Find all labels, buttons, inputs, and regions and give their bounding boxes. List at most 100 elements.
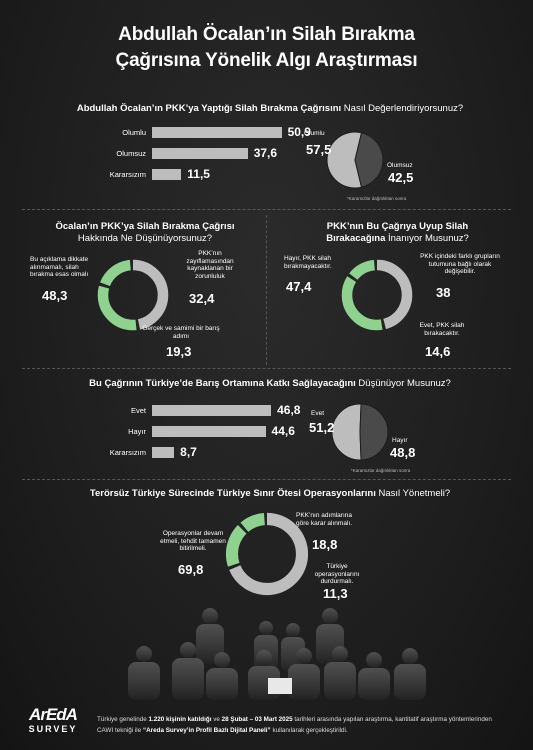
page-title: Abdullah Öcalan’ın Silah Bırakma Çağrısı… xyxy=(0,22,533,74)
q1-pie-label-a: Olumlu xyxy=(304,130,325,138)
q1-bar-2 xyxy=(152,169,182,180)
q1-bar-value-0: 50,9 xyxy=(287,125,311,139)
title-line-1: Abdullah Öcalan’ın Silah Bırakma xyxy=(118,24,415,45)
q4-bar-2 xyxy=(152,447,175,458)
divider-1 xyxy=(22,209,511,210)
q4-note: *Kararsızlar dağıtılıktan sonra xyxy=(351,468,411,473)
q2-value-c: 19,3 xyxy=(166,344,192,359)
politicians-photo xyxy=(128,608,426,700)
q4-bar-1 xyxy=(152,426,266,437)
q1-bar-0 xyxy=(152,127,282,138)
q5-value-b: 18,8 xyxy=(312,537,338,552)
footer-t2: ve xyxy=(211,716,222,723)
q4-pie-value-a: 51,2 xyxy=(309,420,335,435)
footer-t3: tarihleri arasında yapılan araştırma, ka… xyxy=(292,716,492,723)
divider-2 xyxy=(22,368,511,369)
q5-label-c: Türkiye operasyonlarını durdurmalı. xyxy=(314,563,360,585)
q3-label-c: Evet, PKK silah bırakacaktır. xyxy=(419,322,465,337)
divider-vertical xyxy=(266,215,267,365)
q5-donut-chart xyxy=(225,512,309,596)
q2-donut-segment-0 xyxy=(97,259,169,331)
footer-b3: “Areda Survey’in Profil Bazlı Dijital Pa… xyxy=(142,727,271,734)
q5-label-b: PKK’nın adımlarına göre karar alınmalı. xyxy=(295,512,352,527)
q2-label-a: Bu açıklama dikkate alınmamalı, silah bı… xyxy=(30,256,89,278)
footer-b2: 28 Şubat – 03 Mart 2025 xyxy=(221,716,293,723)
q4-pie-value-b: 48,8 xyxy=(390,445,416,460)
q3-title-line2-rest: İnanıyor Musunuz? xyxy=(385,233,469,244)
areda-survey-logo: ArEdA SURVEY xyxy=(18,706,88,735)
q1-bar-label-2: Kararsızım xyxy=(109,170,146,179)
q4-title-rest: Düşünüyor Musunuz? xyxy=(355,378,451,389)
q4-bar-value-2: 8,7 xyxy=(180,445,197,459)
q3-donut-chart xyxy=(341,259,413,331)
q5-label-a: Operasyonlar devam etmeli, tehdit tamame… xyxy=(160,530,226,552)
q4-pie-chart xyxy=(331,403,389,461)
q1-pie-cat-a: Olumlu xyxy=(304,130,325,137)
methodology-note: Türkiye genelinde 1.220 kişinin katıldığ… xyxy=(97,714,522,736)
footer-b1: 1.220 kişinin katıldığı xyxy=(148,716,212,723)
q1-bar-label-0: Olumlu xyxy=(122,128,146,137)
q1-pie-slice-1 xyxy=(354,132,384,188)
q4-bar-0 xyxy=(152,405,272,416)
q4-bar-value-1: 44,6 xyxy=(271,424,295,438)
q3-donut-segment-0 xyxy=(341,259,413,331)
q3-title-line2-bold: Bırakacağına xyxy=(326,233,386,244)
q2-value-a: 48,3 xyxy=(42,288,68,303)
q4-bar-value-0: 46,8 xyxy=(277,403,301,417)
q3-title-bold: PKK’nın Bu Çağrıya Uyup Silah xyxy=(326,221,469,232)
q3-value-c: 14,6 xyxy=(425,344,451,359)
q3-value-b: 38 xyxy=(436,285,451,300)
q5-title-rest: Nasıl Yönetmeli? xyxy=(375,488,451,499)
q5-donut-segment-0 xyxy=(225,512,309,596)
q5-value-c: 11,3 xyxy=(323,586,348,601)
q4-pie-label-b: Hayır xyxy=(392,437,408,445)
q2-title-bold: Öcalan’ın PKK’ya Silah Bırakma Çağrısı xyxy=(55,221,235,232)
q4-bar-label-2: Kararsızım xyxy=(109,448,146,457)
q3-donut-segment-1 xyxy=(341,259,413,331)
q4-pie-cat-b: Hayır xyxy=(392,437,408,444)
footer-t1: Türkiye genelinde xyxy=(97,716,149,723)
q4-pie-label-a: Evet xyxy=(311,410,324,418)
q5-value-a: 69,8 xyxy=(178,562,204,577)
q3-title: PKK’nın Bu Çağrıya Uyup Silah Bırakacağı… xyxy=(285,221,510,245)
q5-title-bold: Terörsüz Türkiye Sürecinde Türkiye Sınır… xyxy=(89,488,376,499)
divider-3 xyxy=(22,479,511,480)
q1-title-rest: Nasıl Değerlendiriyorsunuz? xyxy=(341,103,464,114)
q1-bar-value-2: 11,5 xyxy=(187,167,210,181)
logo-top: ArEdA xyxy=(29,705,78,724)
q4-bar-label-1: Hayır xyxy=(128,427,146,436)
q2-title-line2: Hakkında Ne Düşünüyorsunuz? xyxy=(77,233,213,244)
footer-t4: CAWI tekniği ile xyxy=(97,727,143,734)
q1-note: *Kararsızlar dağıtılıktan sonra xyxy=(347,196,407,201)
q2-donut-segment-1 xyxy=(97,259,169,331)
q2-label-c: Gerçek ve samimi bir barış adımı xyxy=(142,325,220,340)
title-line-2: Çağrısına Yönelik Algı Araştırması xyxy=(115,50,418,71)
q1-pie-value-b: 42,5 xyxy=(388,170,414,185)
q5-title: Terörsüz Türkiye Sürecinde Türkiye Sınır… xyxy=(40,488,500,500)
q1-bar-1 xyxy=(152,148,248,159)
q2-label-b: PKK’nın zayıflamasından kaynaklanan bir … xyxy=(186,250,234,280)
q2-donut-chart xyxy=(97,259,169,331)
q4-title-bold: Bu Çağrının Türkiye’de Barış Ortamına Ka… xyxy=(89,378,356,389)
q4-pie-slice-0 xyxy=(331,403,362,461)
q2-value-b: 32,4 xyxy=(189,291,215,306)
q1-pie-chart xyxy=(326,131,384,189)
q1-title: Abdullah Öcalan’ın PKK’ya Yaptığı Silah … xyxy=(40,103,500,115)
q4-title: Bu Çağrının Türkiye’de Barış Ortamına Ka… xyxy=(40,378,500,390)
q1-pie-slice-0 xyxy=(326,131,363,189)
q4-bar-label-0: Evet xyxy=(130,406,146,415)
q1-pie-cat-b: Olumsuz xyxy=(387,162,413,169)
q1-title-bold: Abdullah Öcalan’ın PKK’ya Yaptığı Silah … xyxy=(76,103,342,114)
footer-t5: kullanılarak gerçekleştirildi. xyxy=(270,727,348,734)
q1-pie-label-b: Olumsuz xyxy=(387,162,413,170)
q4-pie-cat-a: Evet xyxy=(311,410,325,417)
logo-bottom: SURVEY xyxy=(28,724,78,734)
q1-pie-value-a: 57,5 xyxy=(306,142,332,157)
q5-donut-segment-1 xyxy=(225,512,309,596)
q2-title: Öcalan’ın PKK’ya Silah Bırakma Çağrısı H… xyxy=(40,221,250,245)
q1-bar-value-1: 37,6 xyxy=(253,146,278,160)
q1-bar-label-1: Olumsuz xyxy=(116,149,146,158)
q3-value-a: 47,4 xyxy=(286,279,312,294)
q3-label-b: PKK içindeki farklı grupların tutumuna b… xyxy=(420,253,500,275)
